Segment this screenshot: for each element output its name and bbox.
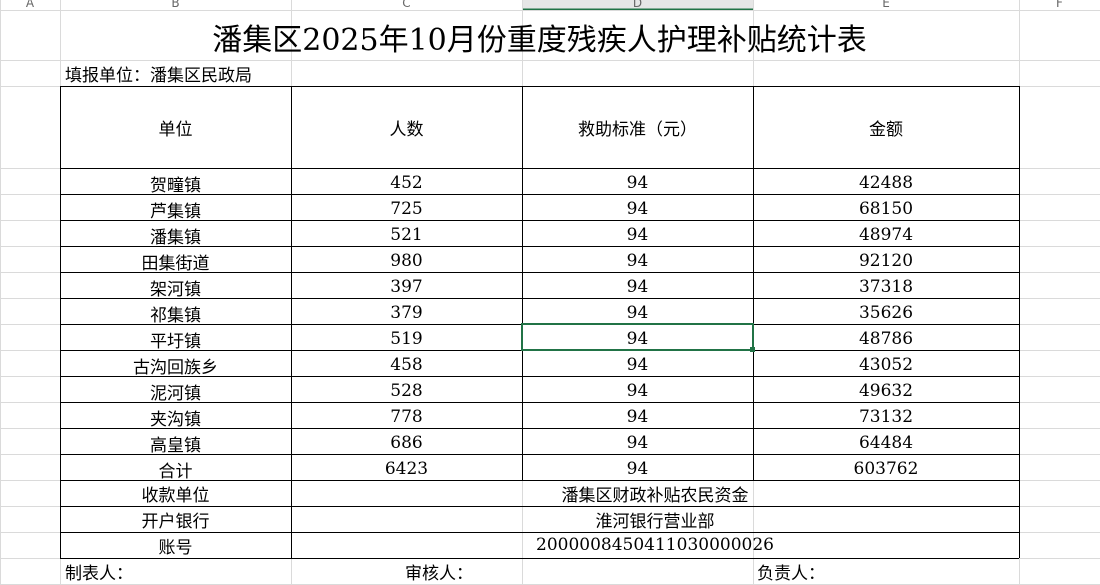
table-cell: 92120 bbox=[858, 251, 914, 271]
table-cell: 夹沟镇 bbox=[150, 409, 201, 430]
table-cell: 42488 bbox=[858, 173, 914, 193]
column-header: F bbox=[1056, 0, 1063, 10]
table-cell: 合计 bbox=[158, 461, 193, 482]
table-cell: 古沟回族乡 bbox=[133, 357, 218, 378]
column-title: 救助标准（元） bbox=[578, 119, 697, 140]
table-cell: 458 bbox=[390, 355, 423, 375]
active-column-header bbox=[522, 0, 753, 10]
table-cell: 泥河镇 bbox=[150, 383, 201, 404]
reporting-unit: 填报单位：潘集区民政局 bbox=[65, 65, 252, 86]
payment-value: 2000008450411030000026 bbox=[536, 535, 774, 555]
table-cell: 603762 bbox=[853, 459, 919, 479]
table-cell: 94 bbox=[626, 277, 649, 297]
table-cell: 686 bbox=[390, 433, 423, 453]
table-cell: 6423 bbox=[384, 459, 429, 479]
table-cell: 397 bbox=[390, 277, 423, 297]
column-header: E bbox=[882, 0, 890, 10]
table-cell: 高皇镇 bbox=[150, 435, 201, 456]
table-cell: 35626 bbox=[858, 303, 914, 323]
table-cell: 94 bbox=[626, 303, 649, 323]
table-cell: 37318 bbox=[858, 277, 914, 297]
table-cell: 94 bbox=[626, 433, 649, 453]
column-header: B bbox=[171, 0, 180, 10]
table-cell: 48974 bbox=[858, 225, 914, 245]
table-cell: 521 bbox=[390, 225, 423, 245]
payment-value: 潘集区财政补贴农民资金 bbox=[561, 485, 749, 506]
signature-label: 制表人： bbox=[65, 563, 133, 584]
table-cell: 94 bbox=[626, 329, 649, 349]
table-cell: 519 bbox=[390, 329, 423, 349]
column-title: 金额 bbox=[869, 119, 903, 140]
table-cell: 68150 bbox=[858, 199, 914, 219]
table-cell: 49632 bbox=[858, 381, 914, 401]
payment-label: 收款单位 bbox=[141, 485, 210, 506]
table-cell: 94 bbox=[626, 173, 649, 193]
table-cell: 架河镇 bbox=[150, 279, 201, 300]
column-header: A bbox=[25, 0, 35, 10]
table-cell: 528 bbox=[390, 381, 423, 401]
table-cell: 43052 bbox=[858, 355, 914, 375]
sheet-title: 潘集区2025年10月份重度残疾人护理补贴统计表 bbox=[212, 23, 867, 58]
table-cell: 94 bbox=[626, 459, 649, 479]
table-cell: 452 bbox=[390, 173, 423, 193]
column-title: 单位 bbox=[158, 119, 193, 140]
table-cell: 725 bbox=[390, 199, 423, 219]
signature-label: 负责人： bbox=[757, 563, 825, 584]
table-cell: 贺疃镇 bbox=[150, 175, 201, 196]
table-cell: 94 bbox=[626, 251, 649, 271]
payment-label: 账号 bbox=[158, 537, 193, 558]
column-header: C bbox=[402, 0, 411, 10]
table-cell: 980 bbox=[390, 251, 423, 271]
payment-value: 淮河银行营业部 bbox=[595, 511, 715, 532]
signature-label: 审核人： bbox=[405, 563, 473, 584]
payment-label: 开户银行 bbox=[141, 511, 210, 532]
table-cell: 94 bbox=[626, 355, 649, 375]
selected-cell bbox=[521, 323, 754, 351]
column-header: D bbox=[632, 0, 643, 10]
table-cell: 778 bbox=[390, 407, 423, 427]
table-cell: 田集街道 bbox=[141, 253, 210, 274]
table-cell: 94 bbox=[626, 407, 649, 427]
table-cell: 48786 bbox=[858, 329, 914, 349]
table-cell: 94 bbox=[626, 225, 649, 245]
table-cell: 379 bbox=[390, 303, 423, 323]
table-cell: 平圩镇 bbox=[150, 331, 201, 352]
table-cell: 祁集镇 bbox=[150, 305, 201, 326]
table-cell: 94 bbox=[626, 199, 649, 219]
fill-handle bbox=[750, 347, 755, 352]
table-cell: 73132 bbox=[858, 407, 914, 427]
table-cell: 64484 bbox=[858, 433, 914, 453]
table-cell: 94 bbox=[626, 381, 649, 401]
column-title: 人数 bbox=[389, 119, 424, 140]
table-cell: 潘集镇 bbox=[150, 227, 201, 248]
table-cell: 芦集镇 bbox=[150, 201, 201, 222]
